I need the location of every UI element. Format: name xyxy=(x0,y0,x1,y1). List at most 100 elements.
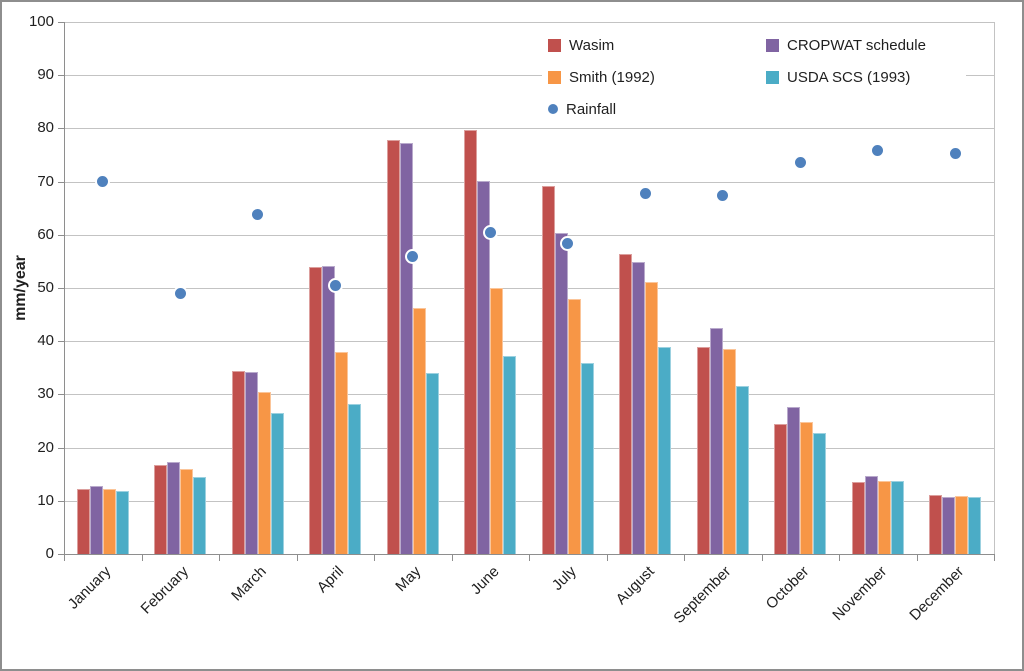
bar-wasim xyxy=(852,482,865,554)
x-axis-label-september: September xyxy=(670,563,735,627)
point-rainfall xyxy=(328,278,343,293)
bar-cropwat-schedule xyxy=(90,486,103,554)
y-axis-tick-label: 10 xyxy=(37,492,54,509)
bar-wasim xyxy=(309,267,322,554)
gridline-y-40 xyxy=(64,341,994,342)
bar-cropwat-schedule xyxy=(865,476,878,554)
point-rainfall xyxy=(715,188,730,203)
point-rainfall xyxy=(250,207,265,222)
bar-wasim xyxy=(464,130,477,554)
x-axis-tick xyxy=(64,555,65,561)
x-axis-tick xyxy=(374,555,375,561)
bar-usda-scs-1993 xyxy=(193,477,206,554)
legend: Wasim CROPWAT schedule Smith (1992) USDA SC… xyxy=(542,29,966,125)
bar-wasim xyxy=(619,254,632,554)
y-axis-tick xyxy=(58,288,64,289)
bar-wasim xyxy=(542,186,555,554)
legend-label-usda-scs-1993: USDA SCS (1993) xyxy=(787,68,911,86)
bar-cropwat-schedule xyxy=(555,233,568,554)
y-axis-tick-label: 90 xyxy=(37,66,54,83)
gridline-y-50 xyxy=(64,288,994,289)
bar-cropwat-schedule xyxy=(787,407,800,554)
plot-right-border xyxy=(994,22,995,554)
bar-wasim xyxy=(697,347,710,554)
bar-smith-1992 xyxy=(335,352,348,554)
bar-smith-1992 xyxy=(413,308,426,554)
x-axis-line xyxy=(64,554,995,555)
y-axis-tick xyxy=(58,448,64,449)
x-axis-label-december: December xyxy=(906,563,968,624)
gridline-y-60 xyxy=(64,235,994,236)
y-axis-tick-label: 70 xyxy=(37,173,54,190)
x-axis-tick xyxy=(762,555,763,561)
bar-usda-scs-1993 xyxy=(503,356,516,554)
gridline-y-80 xyxy=(64,128,994,129)
legend-item-wasim: Wasim xyxy=(548,37,766,54)
gridline-y-30 xyxy=(64,394,994,395)
legend-item-usda-scs-1993: USDA SCS (1993) xyxy=(766,69,966,86)
point-rainfall xyxy=(560,236,575,251)
x-axis-tick xyxy=(452,555,453,561)
bar-smith-1992 xyxy=(645,282,658,554)
point-rainfall xyxy=(638,186,653,201)
x-axis-label-february: February xyxy=(137,563,193,618)
y-axis-tick xyxy=(58,501,64,502)
bar-smith-1992 xyxy=(490,288,503,554)
bar-cropwat-schedule xyxy=(477,181,490,554)
y-axis-tick xyxy=(58,128,64,129)
x-axis-tick xyxy=(142,555,143,561)
gridline-y-20 xyxy=(64,448,994,449)
legend-label-wasim: Wasim xyxy=(569,36,615,54)
y-axis-tick-label: 0 xyxy=(45,545,54,562)
point-rainfall xyxy=(95,174,110,189)
bar-wasim xyxy=(929,495,942,554)
legend-marker-icon-smith-1992 xyxy=(548,70,561,84)
point-rainfall xyxy=(948,146,963,161)
bar-usda-scs-1993 xyxy=(426,373,439,554)
y-axis-tick-label: 80 xyxy=(37,119,54,136)
x-axis-tick xyxy=(297,555,298,561)
bar-usda-scs-1993 xyxy=(658,347,671,554)
bar-cropwat-schedule xyxy=(322,266,335,554)
y-axis-tick xyxy=(58,75,64,76)
point-rainfall xyxy=(483,225,498,240)
y-axis-tick xyxy=(58,554,64,555)
bar-smith-1992 xyxy=(800,422,813,554)
point-rainfall xyxy=(173,286,188,301)
x-axis-tick xyxy=(219,555,220,561)
legend-label-smith-1992: Smith (1992) xyxy=(569,68,655,86)
bar-smith-1992 xyxy=(568,299,581,554)
y-axis-tick xyxy=(58,22,64,23)
gridline-y-70 xyxy=(64,182,994,183)
point-rainfall xyxy=(793,155,808,170)
x-axis-label-june: June xyxy=(467,563,503,599)
gridline-y-100 xyxy=(64,22,994,23)
x-axis-label-may: May xyxy=(392,563,425,596)
bar-wasim xyxy=(774,424,787,554)
bar-smith-1992 xyxy=(180,469,193,554)
x-axis-label-march: March xyxy=(228,563,270,605)
legend-marker-icon-wasim xyxy=(548,38,561,52)
x-axis-label-april: April xyxy=(314,563,348,597)
y-axis-tick-label: 60 xyxy=(37,226,54,243)
bar-usda-scs-1993 xyxy=(271,413,284,554)
bar-usda-scs-1993 xyxy=(968,497,981,554)
gridline-y-10 xyxy=(64,501,994,502)
bar-usda-scs-1993 xyxy=(813,433,826,554)
legend-item-cropwat-schedule: CROPWAT schedule xyxy=(766,37,966,54)
bar-usda-scs-1993 xyxy=(891,481,904,554)
x-axis-tick xyxy=(839,555,840,561)
x-axis-label-october: October xyxy=(762,563,813,613)
x-axis-tick xyxy=(529,555,530,561)
legend-item-rainfall: Rainfall xyxy=(548,101,766,118)
x-axis-tick xyxy=(684,555,685,561)
y-axis-tick-label: 100 xyxy=(28,13,54,30)
y-axis-tick-label: 50 xyxy=(37,279,54,296)
x-axis-label-august: August xyxy=(612,563,658,609)
point-rainfall xyxy=(870,143,885,158)
bar-usda-scs-1993 xyxy=(581,363,594,554)
bar-usda-scs-1993 xyxy=(116,491,129,554)
legend-label-cropwat-schedule: CROPWAT schedule xyxy=(787,36,926,54)
bar-smith-1992 xyxy=(258,392,271,554)
y-axis-tick-label: 30 xyxy=(37,385,54,402)
